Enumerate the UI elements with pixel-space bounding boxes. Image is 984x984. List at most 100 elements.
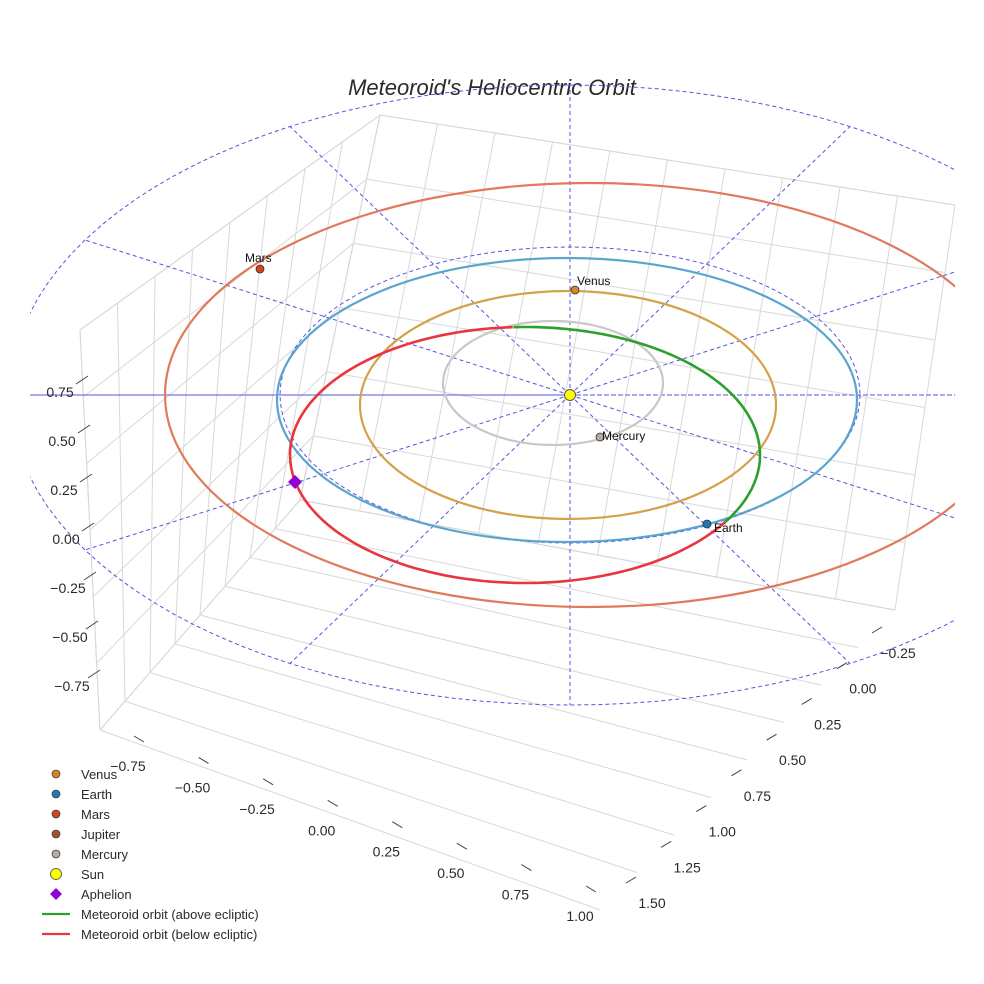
y-tick-mark: [625, 876, 637, 884]
ecliptic-ray: [84, 394, 571, 551]
legend-swatch: [51, 829, 61, 839]
floor-line: [224, 585, 785, 723]
x-tick-mark: [327, 799, 338, 807]
y-tick-label: 0.25: [814, 716, 841, 732]
legend-label: Mars: [81, 807, 110, 822]
legend-swatch: [51, 809, 61, 819]
orbit-earth: [275, 256, 859, 544]
legend-item: Venus: [51, 767, 118, 782]
marker-aphelion: [288, 475, 302, 489]
legend-label: Venus: [81, 767, 118, 782]
marker-mercury: [595, 432, 605, 442]
y-tick-label: 1.25: [674, 859, 701, 875]
wall-hline: [79, 114, 956, 331]
z-tick-label: 0.00: [52, 531, 79, 547]
floor-line: [149, 672, 674, 836]
z-tick-mark: [75, 375, 89, 385]
label-earth: Earth: [714, 521, 743, 535]
x-tick-mark: [392, 821, 403, 829]
marker-venus: [570, 285, 580, 295]
meteoroid-orbit-above: [513, 325, 762, 523]
meteoroid-orbit: [288, 325, 762, 585]
x-tick-mark: [456, 842, 468, 850]
orbit-mercury: [441, 319, 665, 447]
label-venus: Venus: [577, 274, 610, 288]
floor-line: [99, 729, 601, 911]
marker-mars: [255, 264, 265, 274]
legend: Venus Earth Mars Jupiter Mercury Sun Aphelion M…: [42, 767, 259, 942]
x-tick-label: −0.50: [175, 779, 211, 795]
z-tick-mark: [83, 571, 97, 581]
orbit-mars: [164, 181, 955, 609]
wall-hline: [96, 435, 906, 664]
y-tick-label: 0.00: [849, 681, 876, 697]
z-tick-label: −0.50: [52, 629, 88, 645]
legend-item: Meteoroid orbit (below ecliptic): [42, 927, 257, 942]
z-tick-mark: [79, 473, 93, 483]
x-tick-mark: [521, 864, 532, 872]
y-tick-label: 1.00: [709, 824, 736, 840]
y-tick-label: 1.50: [638, 895, 665, 911]
legend-swatch: [51, 769, 61, 779]
floor-line: [299, 499, 896, 611]
ecliptic-grid: [30, 84, 955, 706]
legend-label: Jupiter: [81, 827, 121, 842]
axis-ticks: −0.75 −0.50 −0.25 0.00 0.25 0.50 0.75 1.00 −0.25…: [46, 375, 916, 924]
legend-item: Mars: [51, 807, 110, 822]
x-tick-label: −0.25: [239, 801, 275, 817]
x-tick-mark: [198, 756, 209, 764]
ecliptic-ray: [84, 239, 571, 396]
y-tick-mark: [766, 733, 777, 741]
floor-line: [274, 528, 859, 648]
z-tick-mark: [85, 620, 99, 630]
legend-label: Meteoroid orbit (below ecliptic): [81, 927, 257, 942]
ecliptic-ray: [569, 271, 955, 396]
legend-swatch: [50, 888, 62, 900]
legend-item: Meteoroid orbit (above ecliptic): [42, 907, 259, 922]
x-tick-label: 0.25: [373, 844, 400, 860]
marker-sun: [564, 389, 576, 401]
planet-markers: Venus Earth Mars Mercury: [245, 251, 743, 535]
x-tick-mark: [133, 735, 145, 743]
y-tick-mark: [660, 840, 672, 848]
x-tick-mark: [585, 885, 597, 893]
ecliptic-ring-outer: [30, 84, 955, 706]
z-tick-label: 0.25: [50, 482, 77, 498]
wall-hline: [86, 242, 936, 464]
y-tick-mark: [696, 805, 707, 813]
z-tick-label: 0.75: [46, 384, 73, 400]
z-tick-label: −0.25: [50, 580, 86, 596]
legend-item: Sun: [50, 867, 104, 882]
floor-line: [249, 557, 822, 686]
x-tick-label: −0.75: [110, 758, 146, 774]
legend-swatch: [51, 789, 61, 799]
z-tick-mark: [87, 669, 101, 679]
floor-line: [199, 614, 748, 761]
legend-swatch: [51, 849, 61, 859]
floor-line: [174, 643, 711, 798]
label-mercury: Mercury: [602, 429, 645, 443]
ecliptic-ray: [289, 126, 571, 396]
floor-line: [124, 700, 638, 873]
label-mars: Mars: [245, 251, 272, 265]
x-tick-label: 0.75: [502, 887, 529, 903]
ecliptic-ray: [569, 394, 851, 664]
legend-label: Earth: [81, 787, 112, 802]
legend-label: Meteoroid orbit (above ecliptic): [81, 907, 259, 922]
ecliptic-ray: [289, 394, 571, 664]
y-tick-label: 0.75: [744, 788, 771, 804]
planet-orbits: [164, 181, 955, 609]
y-tick-label: 0.50: [779, 752, 806, 768]
legend-swatch: [50, 868, 62, 880]
z-tick-mark: [77, 424, 91, 434]
ecliptic-ray: [569, 126, 851, 396]
wall-hline: [83, 178, 946, 398]
legend-label: Aphelion: [81, 887, 132, 902]
x-tick-label: 1.00: [566, 908, 593, 924]
z-tick-mark: [81, 522, 95, 532]
wall-grid-lines: [79, 114, 956, 911]
z-tick-label: −0.75: [54, 678, 90, 694]
x-tick-label: 0.00: [308, 822, 335, 838]
wall-hline: [89, 306, 926, 531]
legend-item: Aphelion: [50, 887, 132, 902]
